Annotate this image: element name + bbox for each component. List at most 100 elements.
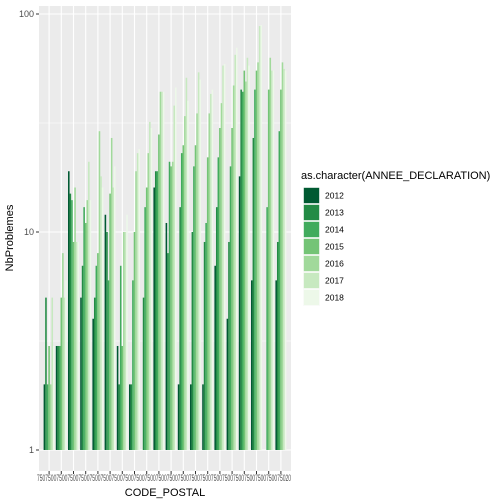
x-axis: 7507500750075007500750075007500750075007…	[37, 471, 291, 483]
legend-key-2018	[303, 289, 320, 306]
legend-key-2017	[303, 272, 320, 289]
bar-2012-75007	[116, 345, 119, 450]
bar-2018-75005	[101, 187, 104, 451]
bar-2016-75015	[220, 103, 223, 450]
bar-2018-75020	[284, 70, 287, 450]
y-tick-label: 10	[24, 227, 34, 237]
bar-2014-75017	[241, 91, 244, 450]
bar-2013-75002	[57, 345, 59, 450]
bar-2015-75012	[182, 145, 185, 450]
bar-2016-75005	[98, 131, 101, 450]
bar-2016-75003	[74, 187, 76, 451]
y-tick-label: 1	[29, 445, 34, 455]
x-axis-title: CODE_POSTAL	[125, 487, 206, 499]
bar-2012-75012	[177, 384, 180, 450]
bar-2018-75017	[248, 65, 250, 451]
bar-2012-75003	[68, 171, 70, 450]
bar-2013-75009	[142, 297, 145, 450]
bar-2017-75017	[246, 57, 249, 450]
bar-2013-75010	[154, 171, 157, 450]
bar-2015-75016	[231, 127, 233, 451]
legend-label-2018: 2018	[325, 293, 344, 303]
legend-label-2014: 2014	[325, 225, 344, 235]
bar-2015-75003	[72, 241, 75, 450]
legend-label-2017: 2017	[325, 276, 344, 286]
bar-2014-75019	[266, 207, 268, 450]
bar-2014-75013	[193, 166, 195, 450]
bar-2018-75004	[89, 200, 92, 450]
bar-2013-75020	[276, 241, 279, 450]
bar-2018-75007	[126, 214, 128, 450]
bar-2017-75005	[100, 176, 102, 451]
bar-2018-75013	[199, 79, 201, 450]
y-axis: 1 10 100	[19, 9, 39, 455]
bar-2017-75012	[185, 77, 188, 451]
bar-2016-75018	[257, 62, 259, 450]
bar-2017-75004	[88, 161, 90, 450]
y-axis-title: NbProblemes	[4, 204, 16, 271]
bar-2016-75004	[86, 200, 89, 450]
bar-2017-75019	[271, 70, 273, 450]
bar-2012-75008	[129, 384, 131, 450]
bar-2015-75009	[145, 187, 148, 451]
legend-label-2013: 2013	[325, 208, 344, 218]
bar-2015-75015	[219, 127, 221, 451]
bar-2015-75019	[267, 89, 270, 450]
bar-2016-75008	[135, 171, 137, 450]
bar-2018-75003	[77, 241, 79, 450]
bar-2014-75011	[168, 161, 171, 450]
bar-2014-75002	[58, 345, 61, 450]
bar-2016-75002	[62, 253, 64, 450]
bar-2018-75014	[211, 89, 214, 450]
bar-2012-75011	[165, 222, 168, 450]
bar-2013-75006	[106, 232, 108, 450]
bar-2012-75020	[275, 280, 277, 450]
bar-2018-75018	[260, 25, 262, 450]
bar-2018-75019	[272, 70, 275, 450]
legend-key-2015	[303, 238, 320, 255]
bar-2015-75007	[121, 345, 124, 450]
bar-2014-75003	[71, 200, 73, 450]
bar-2013-75008	[130, 384, 133, 450]
bar-2013-75015	[215, 207, 218, 450]
bar-2015-75013	[194, 145, 197, 450]
bar-2017-75018	[258, 26, 261, 450]
bar-2014-75020	[278, 131, 281, 450]
bar-2017-75008	[136, 153, 139, 451]
y-tick-label: 100	[19, 9, 34, 19]
bar-2014-75010	[156, 171, 159, 450]
bar-2015-75018	[255, 70, 258, 450]
bar-2015-75011	[170, 166, 172, 450]
bar-2014-75005	[95, 265, 98, 450]
bar-2018-75016	[236, 47, 238, 451]
bar-2013-75012	[179, 207, 181, 450]
bar-2012-75006	[104, 214, 107, 450]
bar-2012-75014	[202, 384, 204, 450]
bar-2015-75001	[48, 345, 50, 450]
bar-2017-75020	[283, 68, 285, 450]
legend-key-2013	[303, 204, 320, 221]
bar-2014-75009	[144, 207, 146, 450]
bar-2018-75006	[114, 166, 116, 450]
bar-2016-75020	[281, 62, 284, 450]
bar-2014-75018	[254, 89, 256, 450]
bar-2013-75014	[203, 241, 206, 450]
bar-2016-75006	[110, 137, 113, 450]
bar-2014-75001	[46, 384, 49, 450]
bar-2018-75010	[162, 91, 165, 450]
bar-2015-75004	[84, 222, 87, 450]
legend-label-2016: 2016	[325, 259, 344, 269]
legend-label-2012: 2012	[325, 191, 344, 201]
bar-2012-75010	[153, 187, 155, 451]
bar-2017-75006	[112, 187, 115, 451]
bar-2016-75007	[123, 232, 125, 450]
legend-label-2015: 2015	[325, 242, 344, 252]
bar-2015-75010	[158, 134, 160, 451]
bar-2015-75005	[97, 253, 99, 450]
bar-2017-75016	[234, 54, 237, 451]
bar-2014-75012	[180, 153, 183, 451]
bar-2012-75004	[80, 297, 82, 450]
bar-2016-75019	[269, 57, 272, 450]
bar-2016-75017	[245, 81, 247, 450]
